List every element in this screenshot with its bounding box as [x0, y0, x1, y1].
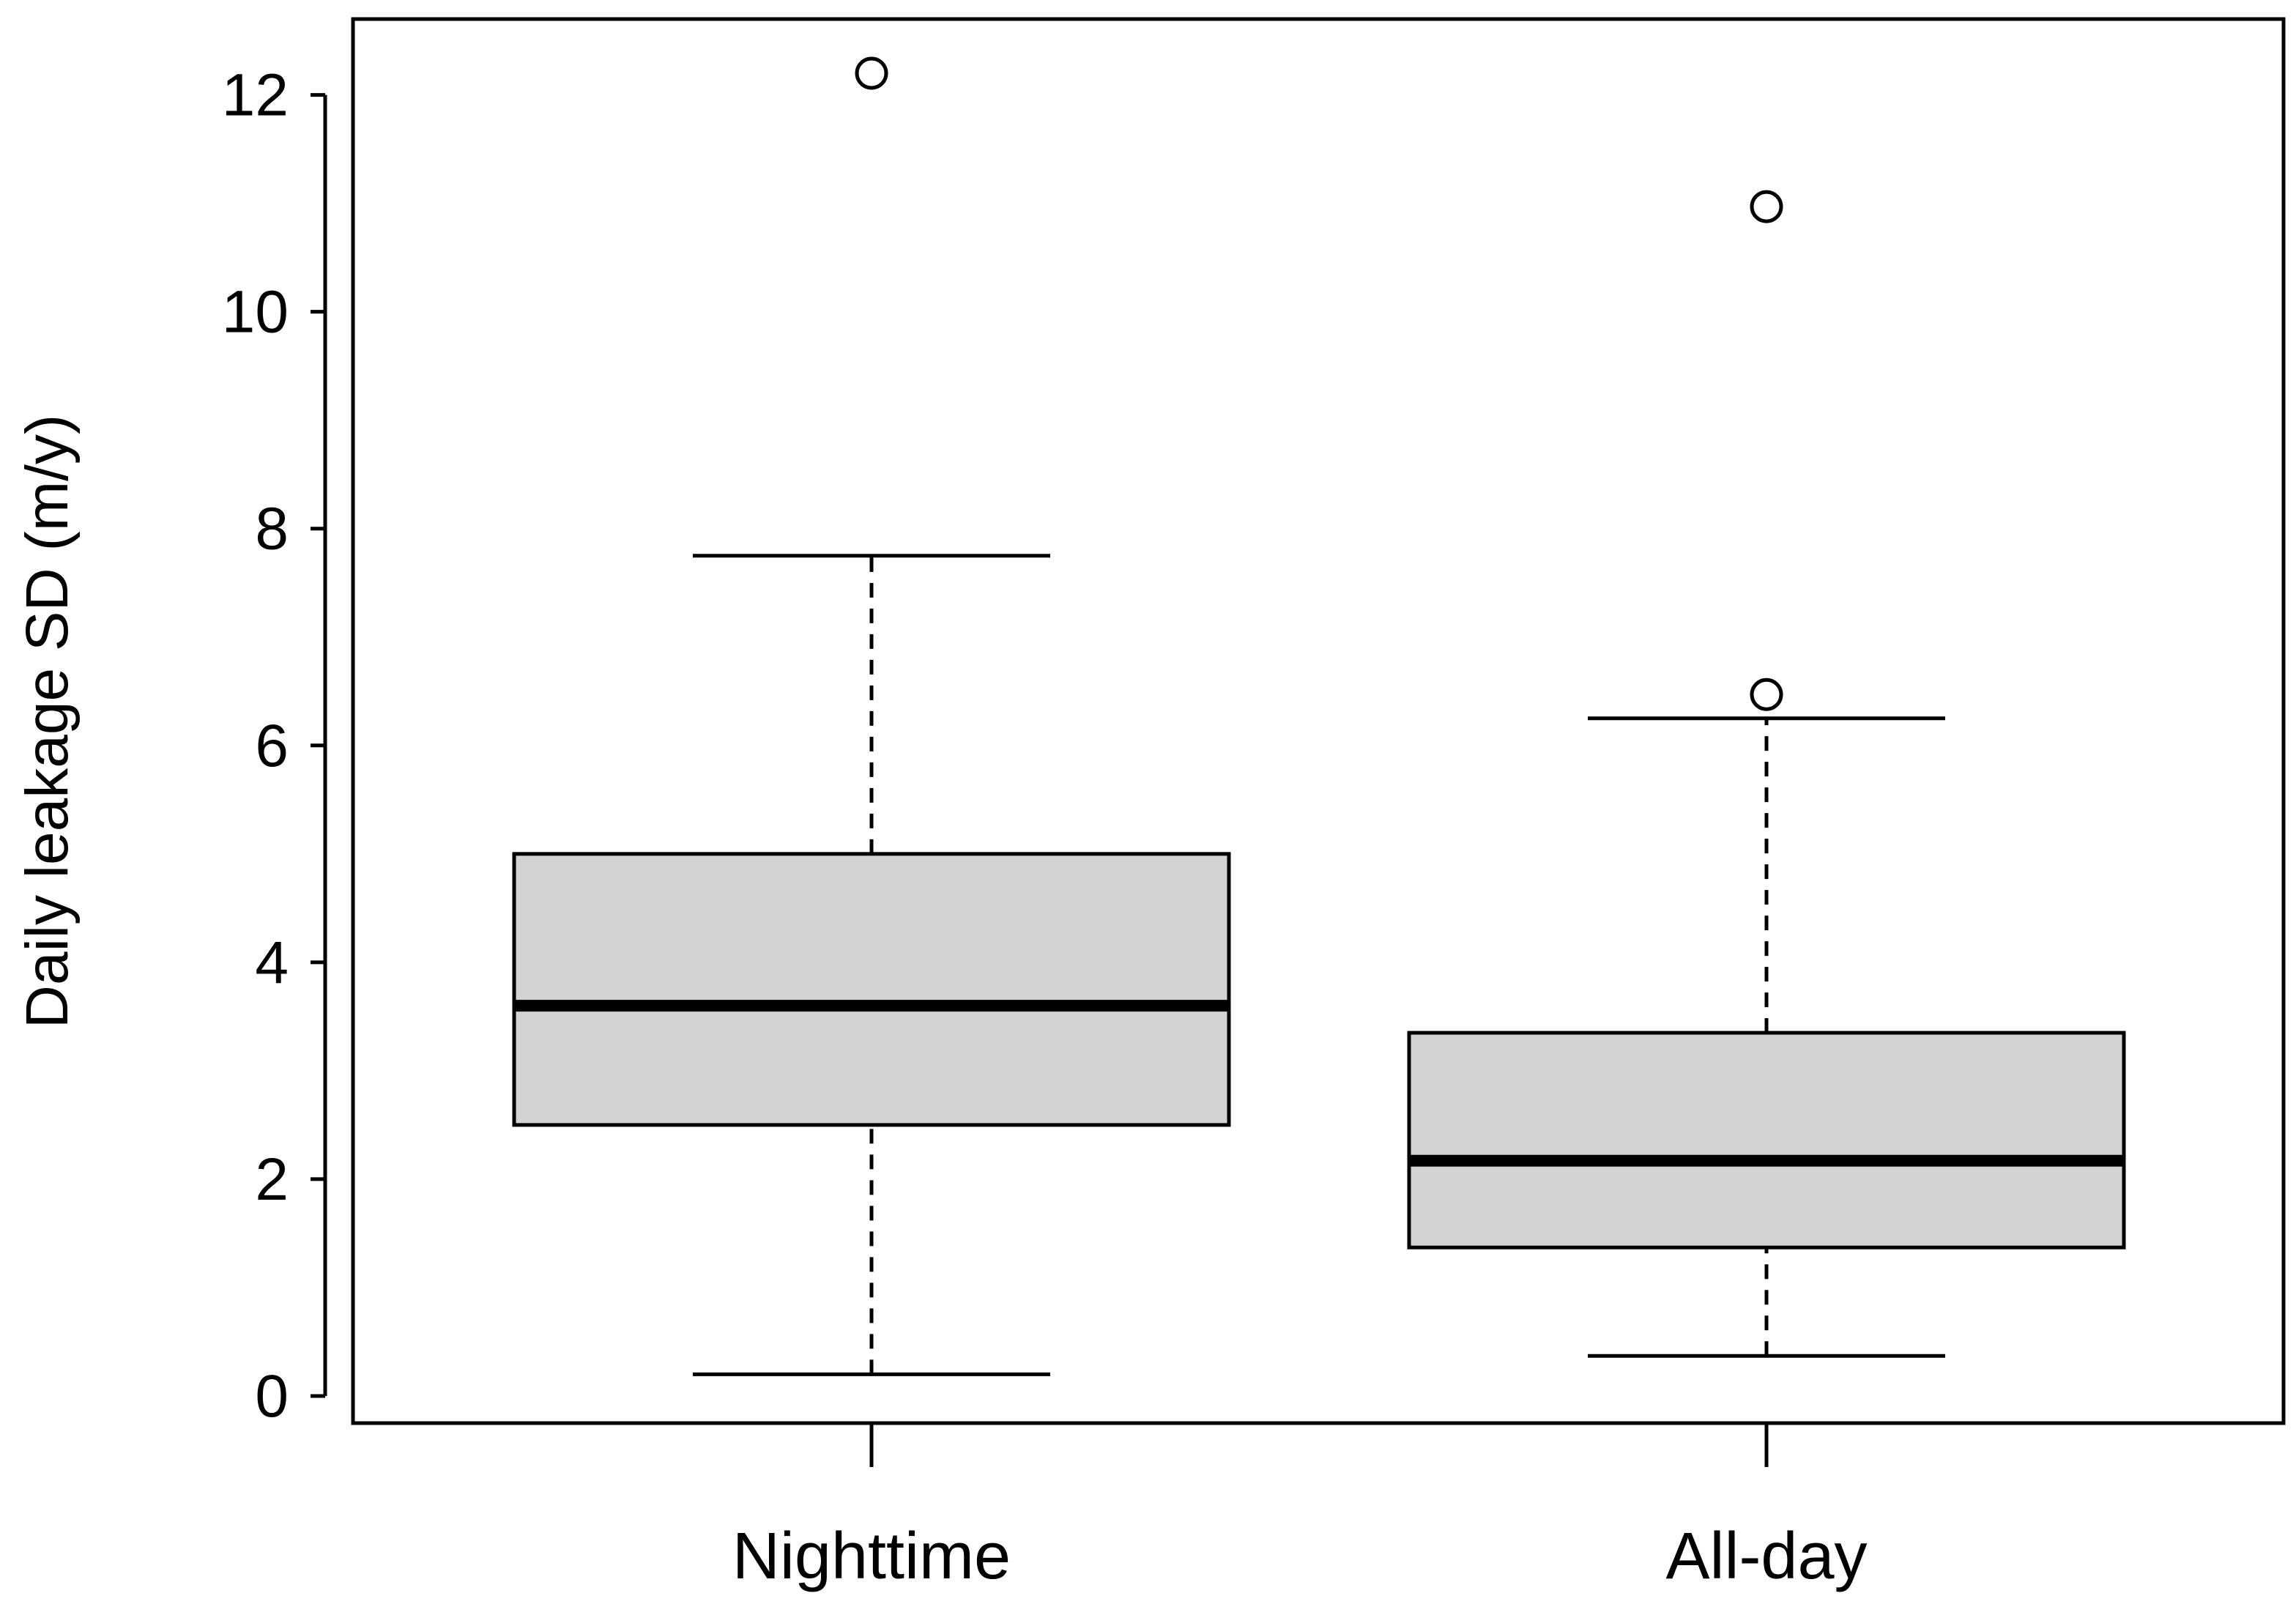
y-tick-label: 8	[255, 496, 289, 563]
y-tick-label: 12	[222, 62, 289, 129]
iqr-box	[512, 852, 1231, 1127]
x-tick-label: Nighttime	[732, 1520, 1011, 1593]
y-axis-label: Daily leakage SD (m/y)	[14, 415, 81, 1028]
y-axis: 0 2 4 6 8 10 12	[222, 62, 327, 1430]
box-group	[512, 56, 2126, 1376]
y-tick-label: 4	[255, 929, 289, 996]
y-tick-label: 2	[255, 1146, 289, 1213]
y-tick-label: 10	[222, 279, 289, 346]
y-tick-label: 6	[255, 713, 289, 779]
x-tick-label: All-day	[1665, 1520, 1867, 1593]
x-axis: Nighttime All-day	[732, 1423, 1868, 1593]
outlier-point	[1750, 190, 1783, 223]
plot-frame	[351, 17, 2286, 1425]
box-all-day	[1407, 190, 2126, 1358]
outlier-point	[1750, 677, 1783, 711]
y-tick-label: 0	[255, 1363, 289, 1430]
iqr-box	[1407, 1031, 2126, 1250]
outlier-point	[855, 56, 888, 90]
box-nighttime	[512, 56, 1231, 1376]
